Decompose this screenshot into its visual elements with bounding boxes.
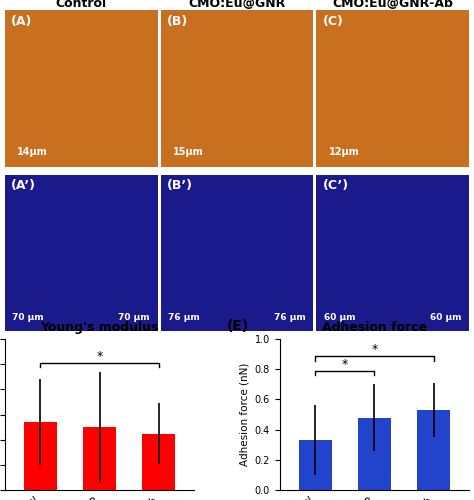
Text: 12μm: 12μm xyxy=(328,148,359,158)
Text: *: * xyxy=(342,358,348,370)
Title: Adhesion force: Adhesion force xyxy=(322,320,427,334)
Text: 76 μm: 76 μm xyxy=(274,313,306,322)
Title: Young's modulus: Young's modulus xyxy=(40,320,159,334)
Text: *: * xyxy=(371,344,378,356)
Text: (A’): (A’) xyxy=(11,179,36,192)
Text: (E): (E) xyxy=(227,319,249,333)
Title: CMO:Eu@GNR: CMO:Eu@GNR xyxy=(188,0,286,10)
Text: (B): (B) xyxy=(167,14,188,28)
Bar xyxy=(24,422,56,490)
Bar xyxy=(299,440,331,490)
Title: Control: Control xyxy=(55,0,107,10)
Text: 15μm: 15μm xyxy=(173,148,203,158)
Bar xyxy=(143,434,175,490)
Text: 70 μm: 70 μm xyxy=(118,313,150,322)
Text: (C’): (C’) xyxy=(323,179,349,192)
Text: *: * xyxy=(96,350,103,362)
Text: 60 μm: 60 μm xyxy=(324,313,356,322)
Bar xyxy=(358,418,391,490)
Text: 14μm: 14μm xyxy=(17,148,48,158)
Title: CMO:Eu@GNR-Ab: CMO:Eu@GNR-Ab xyxy=(332,0,453,10)
Text: 70 μm: 70 μm xyxy=(12,313,44,322)
Text: 60 μm: 60 μm xyxy=(430,313,462,322)
Bar xyxy=(418,410,450,490)
Text: (B’): (B’) xyxy=(167,179,193,192)
Text: (C): (C) xyxy=(323,14,344,28)
Y-axis label: Adhesion force (nN): Adhesion force (nN) xyxy=(239,363,249,466)
Bar xyxy=(83,427,116,490)
Text: 76 μm: 76 μm xyxy=(168,313,200,322)
Text: (A): (A) xyxy=(11,14,32,28)
